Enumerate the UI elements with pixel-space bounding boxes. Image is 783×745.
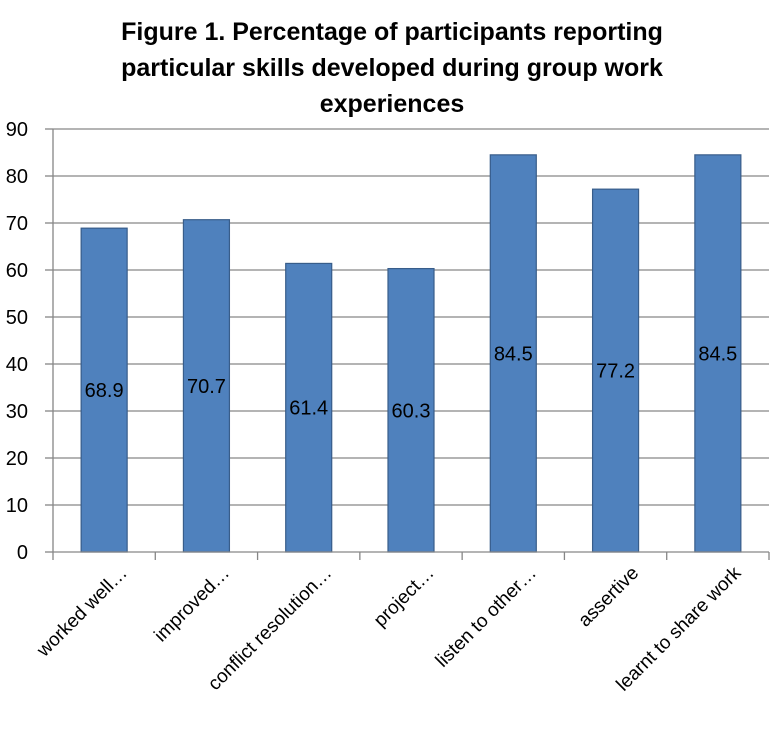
chart-title-line-1: Figure 1. Percentage of participants rep… [121, 18, 663, 46]
x-category-label: listen to other… [432, 563, 541, 672]
data-label: 77.2 [596, 361, 635, 383]
y-tick-label: 20 [6, 448, 28, 470]
y-axis-tick-labels: 0 10 20 30 40 50 60 70 80 90 [6, 119, 28, 564]
bar [591, 188, 640, 553]
chart-title-line-2: particular skills developed during group… [121, 54, 663, 82]
x-axis-category-labels: worked well… improved…conflict resolution… [32, 562, 745, 695]
y-tick-label: 0 [17, 542, 28, 564]
y-tick-label: 90 [6, 119, 28, 141]
y-tick-label: 40 [6, 354, 28, 376]
axes [45, 128, 770, 560]
chart-title-line-3: experiences [320, 90, 465, 118]
y-tick-label: 60 [6, 260, 28, 282]
data-label: 61.4 [289, 398, 328, 420]
y-tick-label: 80 [6, 166, 28, 188]
data-label: 60.3 [392, 400, 431, 422]
x-category-label: project… [370, 563, 439, 632]
y-tick-label: 70 [6, 213, 28, 235]
y-tick-label: 10 [6, 495, 28, 517]
bar [80, 227, 128, 553]
data-label: 84.5 [698, 343, 737, 365]
bars [80, 154, 742, 553]
x-category-label: assertive [574, 563, 643, 632]
y-tick-label: 30 [6, 401, 28, 423]
data-label: 70.7 [187, 376, 226, 398]
chart-title: Figure 1. Percentage of participants rep… [121, 18, 663, 118]
x-category-label: improved… [150, 563, 234, 647]
y-tick-label: 50 [6, 307, 28, 329]
x-category-label: worked well… [32, 563, 131, 662]
data-label: 84.5 [494, 343, 533, 365]
bar [694, 154, 742, 553]
data-labels: 68.9 70.7 61.4 60.3 84.5 77.2 84.5 [85, 343, 738, 422]
data-label: 68.9 [85, 380, 124, 402]
